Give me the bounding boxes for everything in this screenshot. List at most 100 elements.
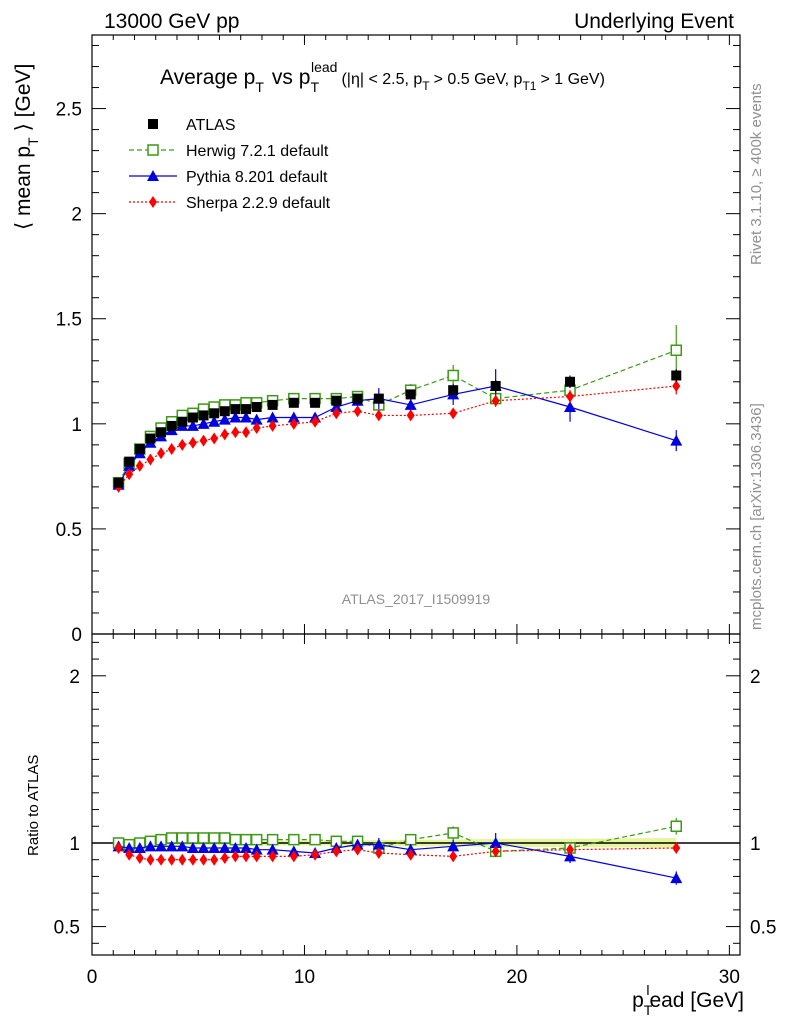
pythia-ratio-point	[155, 840, 168, 852]
series-pythia	[112, 369, 683, 490]
main-y-zero-label: 0	[71, 625, 82, 646]
pythia-ratio-point	[176, 840, 189, 852]
x-label-sup: l	[646, 982, 649, 998]
atlas-point	[310, 397, 321, 408]
legend-label-pythia: Pythia 8.201 default	[186, 169, 328, 186]
sherpa-ratio-point	[289, 850, 298, 863]
atlas-point	[267, 399, 278, 410]
ratio-y-tick-label-right: 1	[750, 834, 761, 855]
pythia-ratio-point	[123, 842, 136, 853]
herwig-ratio-point	[208, 832, 220, 844]
sherpa-ratio-point	[146, 853, 155, 866]
legend-label-atlas: ATLAS	[186, 117, 236, 134]
x-axis-label: pTlead [GeV]	[632, 982, 744, 1018]
herwig-ratio-point	[670, 820, 683, 833]
header-right: Underlying Event	[574, 10, 734, 33]
sherpa-point	[188, 436, 197, 449]
sherpa-ratio-point	[252, 850, 261, 863]
rivet-label: Rivet 3.1.10, ≥ 400k events	[748, 83, 765, 265]
series-atlas	[113, 369, 682, 488]
title-main-sub: T	[255, 79, 264, 95]
sherpa-ratio-point	[167, 853, 176, 866]
sherpa-ratio-point	[491, 845, 500, 858]
sherpa-point	[311, 415, 320, 428]
pythia-ratio-point	[165, 840, 178, 852]
ratio-y-tick-label: 2	[69, 667, 80, 688]
legend: ATLAS Herwig 7.2.1 default Pythia 8.201 de…	[129, 117, 331, 212]
legend-marker-herwig	[147, 144, 159, 156]
sherpa-ratio-point	[178, 853, 187, 866]
pythia-point	[670, 434, 683, 446]
pythia-ratio-point	[266, 843, 279, 855]
sherpa-point	[353, 405, 362, 418]
herwig-ratio-point	[197, 832, 210, 844]
herwig-ratio-point	[250, 833, 263, 846]
sherpa-point	[406, 409, 415, 422]
herwig-ratio-point	[288, 833, 300, 846]
atlas-point	[490, 380, 501, 391]
main-panel: 0.5 1 1.5 2 2.5 0	[56, 34, 741, 646]
pythia-ratio-point	[133, 842, 146, 853]
sherpa-point	[289, 417, 298, 430]
atlas-point	[288, 397, 299, 408]
sherpa-point	[199, 434, 208, 447]
title-cuts-a: (|η| < 2.5, p	[341, 71, 422, 88]
sherpa-ratio-point	[188, 853, 197, 866]
pythia-line	[118, 385, 677, 486]
sherpa-ratio-point	[311, 848, 320, 861]
atlas-point	[405, 389, 416, 400]
x-tick-label: 0	[87, 967, 98, 988]
header-left: 13000 GeV pp	[104, 10, 239, 33]
pythia-point	[197, 417, 210, 429]
sherpa-point	[566, 390, 575, 403]
sherpa-point	[491, 394, 500, 407]
pythia-point	[564, 401, 577, 413]
sherpa-point	[252, 422, 261, 435]
x-tick-label: 30	[719, 967, 740, 988]
atlas-point	[331, 395, 342, 406]
legend-marker-pythia	[147, 170, 159, 181]
sherpa-line	[118, 385, 677, 488]
sherpa-point	[672, 379, 681, 392]
atlas-point	[134, 444, 145, 455]
pythia-point	[186, 419, 199, 431]
plot-title: Average pT vs pTlead(|η| < 2.5, pT > 0.5 G…	[160, 59, 605, 95]
ratio-series-sherpa	[114, 842, 681, 866]
main-y-label-b: ⟩ [GeV]	[12, 64, 35, 132]
atlas-point	[448, 385, 459, 396]
ratio-y-tick-label-right: 0.5	[750, 918, 776, 939]
sherpa-point	[135, 459, 144, 472]
sherpa-point	[125, 468, 134, 481]
x-label-sub: T	[644, 1002, 653, 1018]
atlas-point	[352, 393, 363, 404]
pythia-point	[287, 411, 300, 423]
legend-entry-atlas: ATLAS	[148, 117, 236, 134]
pythia-point	[250, 413, 263, 425]
sherpa-ratio-point	[220, 852, 229, 865]
sherpa-ratio-point	[199, 853, 208, 866]
atlas-point	[219, 406, 230, 417]
herwig-ratio-point	[219, 832, 231, 844]
pythia-ratio-point	[250, 843, 263, 855]
sherpa-point	[210, 432, 219, 445]
atlas-point	[177, 416, 188, 427]
sherpa-point	[268, 419, 277, 432]
sherpa-ratio-point	[353, 843, 362, 856]
main-y-label-a: ⟨ mean p	[12, 146, 35, 230]
atlas-point	[241, 404, 252, 415]
x-tick-label: 10	[294, 967, 315, 988]
pythia-ratio-point	[447, 840, 460, 852]
pythia-point	[330, 401, 343, 413]
pythia-ratio-point	[240, 842, 253, 853]
ratio-frame	[91, 633, 741, 956]
pythia-ratio-point	[489, 836, 502, 848]
atlas-point	[671, 370, 682, 381]
pythia-point	[208, 415, 221, 427]
sherpa-point	[332, 407, 341, 420]
pythia-point	[229, 411, 242, 423]
atlas-point	[124, 456, 135, 467]
sherpa-ratio-point	[566, 843, 575, 856]
herwig-ratio-point	[266, 833, 279, 846]
pythia-ratio-point	[208, 842, 221, 853]
atlas-point	[156, 427, 167, 438]
